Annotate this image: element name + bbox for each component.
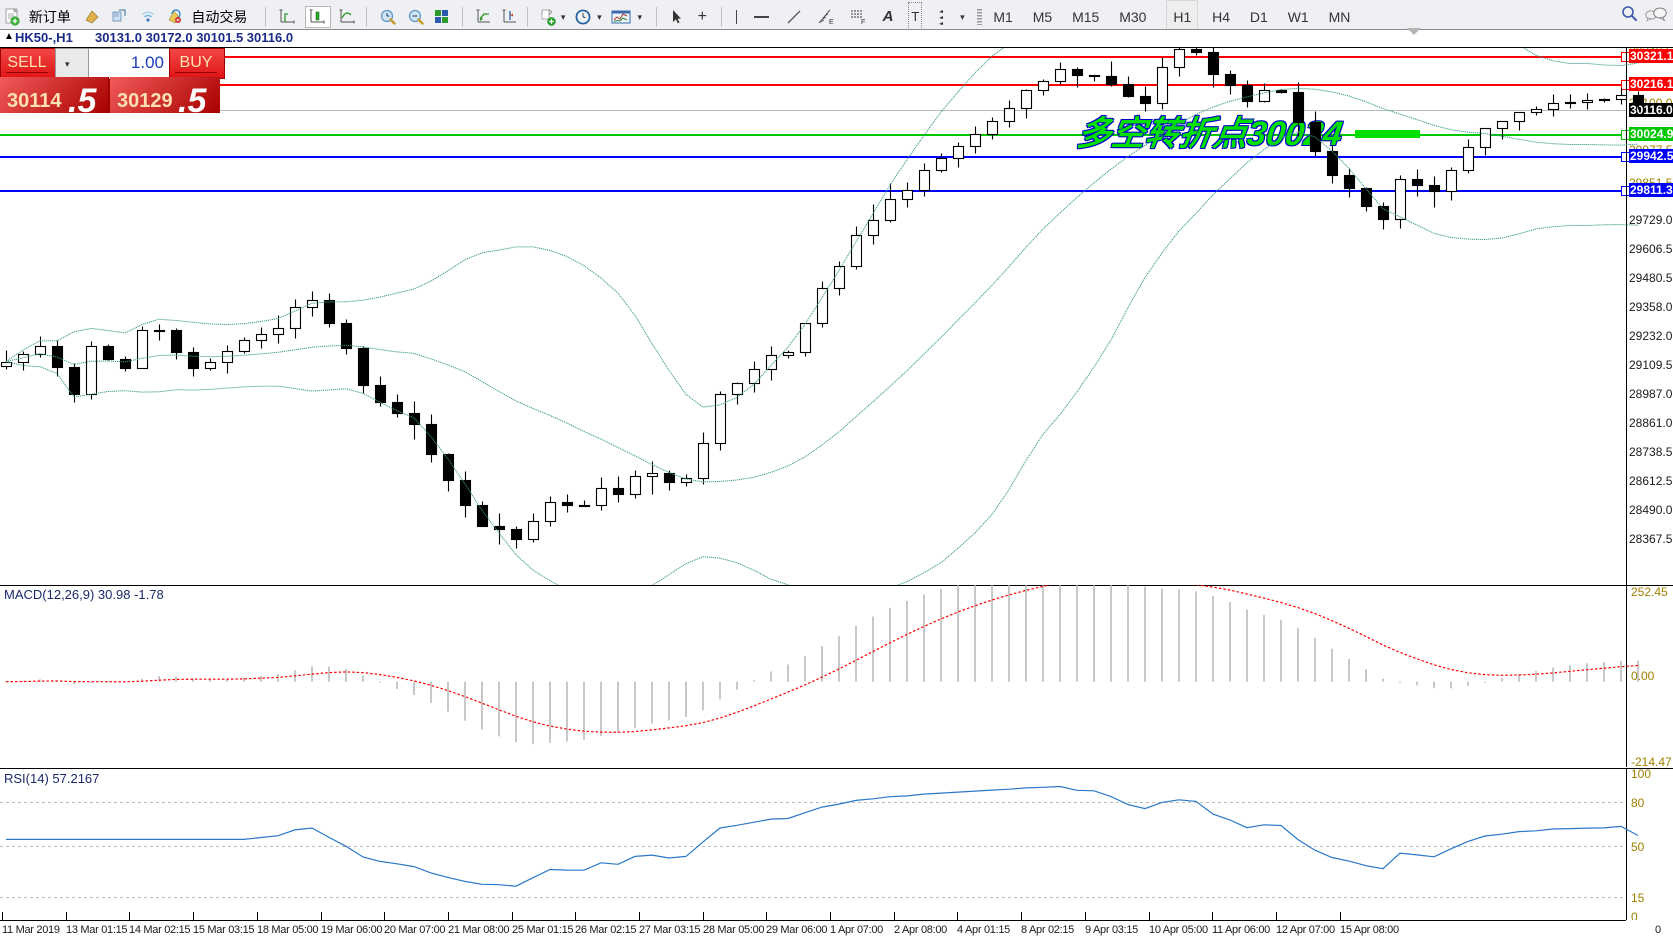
- svg-text:E: E: [829, 19, 834, 25]
- svg-text:F: F: [861, 19, 865, 25]
